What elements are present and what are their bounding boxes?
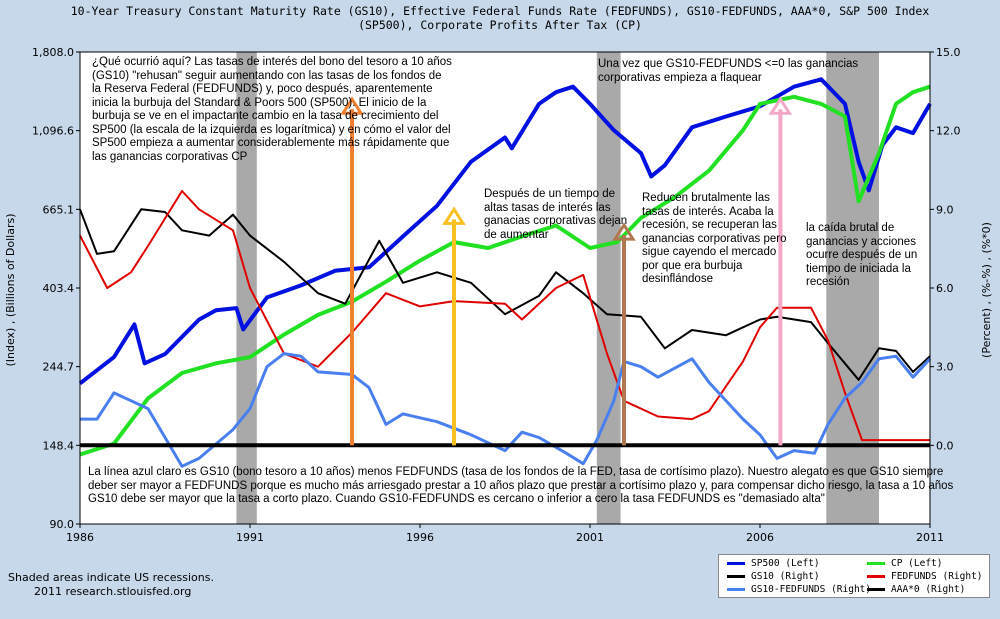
legend-item-cp: CP (Left) bbox=[867, 558, 942, 569]
annotation-crash: la caída brutal de ganancias y acciones … bbox=[806, 222, 918, 288]
legend-swatch-sp500 bbox=[727, 562, 745, 565]
legend-item-aaa: AAA*0 (Right) bbox=[867, 584, 965, 595]
right-axis: 15.0 12.0 9.0 6.0 3.0 0.0 bbox=[930, 46, 961, 452]
legend-label: SP500 (Left) bbox=[751, 558, 820, 569]
y-tick-label-left: 148.4 bbox=[43, 439, 75, 452]
x-tick-label: 2001 bbox=[576, 531, 604, 544]
chart-legend: SP500 (Left) CP (Left) GS10 (Right) FEDF… bbox=[718, 554, 990, 598]
y-axis-label-left: (Index) , (Billions of Dollars) bbox=[4, 213, 17, 366]
legend-swatch-gs10 bbox=[727, 575, 745, 578]
series-lines bbox=[78, 77, 932, 468]
series-line-gs10-right bbox=[79, 208, 931, 381]
x-axis: 1986 1991 1996 2001 2006 2011 bbox=[66, 524, 944, 544]
recession-note: Shaded areas indicate US recessions. bbox=[8, 571, 214, 584]
x-tick-label: 2011 bbox=[916, 531, 944, 544]
source-note: 2011 research.stlouisfed.org bbox=[34, 585, 192, 598]
series-line-fedfunds-right bbox=[79, 190, 930, 442]
arrow-brown bbox=[612, 222, 636, 446]
y-tick-label-left: 665.1 bbox=[43, 203, 75, 216]
legend-label: GS10 (Right) bbox=[751, 571, 820, 582]
x-tick-label: 1986 bbox=[66, 531, 94, 544]
legend-item-fedfunds: FEDFUNDS (Right) bbox=[867, 571, 983, 582]
annotation-bubble-start: ¿Qué ocurrió aquí? Las tasas de interés … bbox=[92, 56, 452, 163]
annotation-high-rates: Después de un tiempo de altas tasas de i… bbox=[484, 188, 628, 241]
y-tick-label-right: 9.0 bbox=[936, 203, 954, 216]
x-tick-label: 1991 bbox=[236, 531, 264, 544]
arrow-yellow bbox=[442, 206, 466, 446]
x-tick-label: 2006 bbox=[746, 531, 774, 544]
y-tick-label-right: 15.0 bbox=[936, 46, 961, 59]
legend-label: AAA*0 (Right) bbox=[891, 584, 966, 595]
y-tick-label-left: 244.7 bbox=[43, 361, 75, 374]
y-tick-label-left: 90.0 bbox=[50, 518, 75, 531]
legend-swatch-cp bbox=[867, 562, 885, 565]
y-tick-label-right: 6.0 bbox=[936, 282, 954, 295]
legend-label: CP (Left) bbox=[891, 558, 943, 569]
legend-swatch-spread bbox=[727, 588, 745, 591]
y-tick-label-left: 403.4 bbox=[43, 282, 75, 295]
legend-item-sp500: SP500 (Left) bbox=[727, 558, 820, 569]
series-line-cp-left bbox=[79, 84, 931, 457]
annotation-rate-cut: Reducen brutalmente las tasas de interés… bbox=[642, 192, 787, 285]
legend-item-spread: GS10-FEDFUNDS (Right) bbox=[727, 584, 871, 595]
y-tick-label-left: 1,808.0 bbox=[32, 46, 74, 59]
legend-label: FEDFUNDS (Right) bbox=[891, 571, 983, 582]
annotation-spread-zero: Una vez que GS10-FEDFUNDS <=0 las gananc… bbox=[598, 58, 859, 84]
legend-swatch-fedfunds bbox=[867, 575, 885, 578]
annotation-spread-explanation: La línea azul claro es GS10 (bono tesoro… bbox=[88, 466, 954, 505]
annotation-arrows bbox=[340, 96, 793, 446]
y-tick-label-right: 3.0 bbox=[936, 361, 954, 374]
arrow-pink bbox=[768, 96, 793, 446]
arrow-orange bbox=[340, 96, 364, 446]
legend-swatch-aaa bbox=[867, 588, 885, 591]
legend-label: GS10-FEDFUNDS (Right) bbox=[751, 584, 872, 595]
legend-item-gs10: GS10 (Right) bbox=[727, 571, 820, 582]
y-tick-label-left: 1,096.6 bbox=[32, 125, 74, 138]
series-line-sp500-left bbox=[78, 77, 932, 385]
recession-band bbox=[596, 52, 621, 524]
y-axis-label-right: (Percent) , (%-%) , (%*0) bbox=[980, 222, 993, 358]
chart-title: 10-Year Treasury Constant Maturity Rate … bbox=[70, 4, 930, 32]
y-tick-label-right: 12.0 bbox=[936, 125, 961, 138]
y-tick-label-right: 0.0 bbox=[936, 439, 954, 452]
x-tick-label: 1996 bbox=[406, 531, 434, 544]
left-axis: 1,808.0 1,096.6 665.1 403.4 244.7 148.4 90.0 bbox=[32, 46, 80, 531]
